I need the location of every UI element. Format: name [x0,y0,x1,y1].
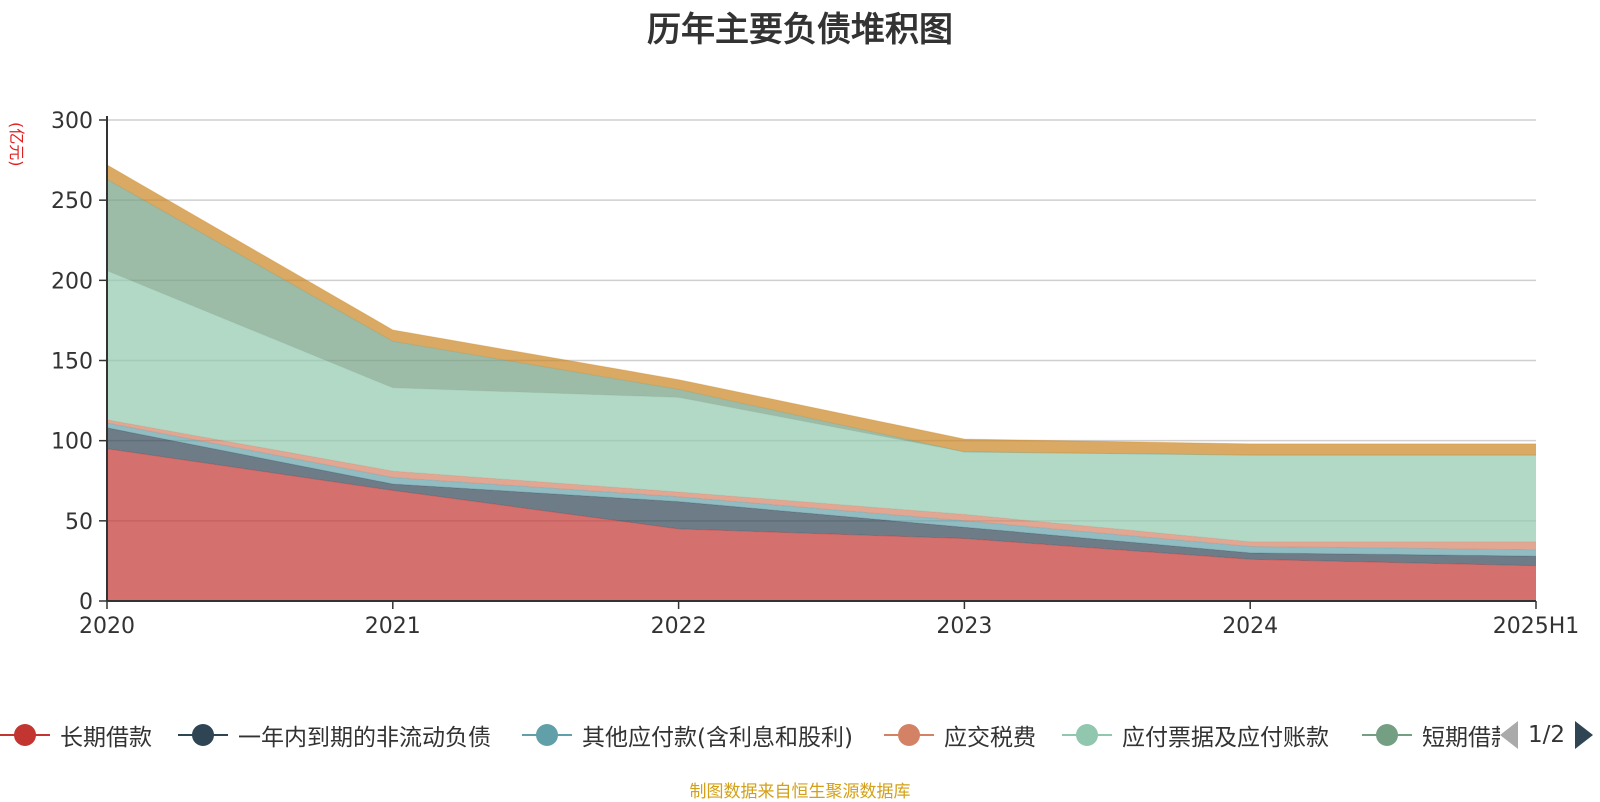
area-series-4[interactable] [107,270,1536,542]
x-tick-label: 2020 [79,614,135,639]
legend-pager: 1/2 [1500,717,1600,753]
legend-label: 一年内到期的非流动负债 [238,725,491,751]
area-series-0[interactable] [107,448,1536,601]
legend-label: 应交税费 [944,725,1036,751]
data-source-note: 制图数据来自恒生聚源数据库 [689,782,911,802]
legend-label: 长期借款 [60,725,152,751]
legend-marker-icon [1362,717,1412,753]
x-tick-label: 2025H1 [1493,614,1580,639]
legend-label: 短期借款 [1422,725,1514,751]
legend-item[interactable]: 应付票据及应付账款 [1062,717,1329,753]
y-tick-label: 200 [51,269,93,294]
legend-label: 其他应付款(含利息和股利) [582,725,853,751]
legend-page-indicator: 1/2 [1528,722,1566,748]
y-tick-label: 250 [51,189,93,214]
y-tick-label: 100 [51,430,93,455]
legend-marker-icon [178,717,228,753]
y-tick-label: 300 [51,109,93,134]
y-tick-label: 0 [79,590,93,615]
x-tick-label: 2022 [651,614,707,639]
next-page-icon[interactable] [1575,721,1594,749]
legend-label: 应付票据及应付账款 [1122,725,1329,751]
x-tick-label: 2021 [365,614,421,639]
y-tick-label: 150 [51,350,93,375]
x-tick-label: 2023 [936,614,992,639]
legend-item[interactable]: 一年内到期的非流动负债 [178,717,491,753]
legend: 长期借款 一年内到期的非流动负债 其他应付款(含利息和股利) 应交税费 应付票据及应付账… [0,717,1600,753]
legend-marker-icon [522,717,572,753]
area-series-5[interactable] [107,179,1536,456]
legend-item[interactable]: 其他应付款(含利息和股利) [522,717,853,753]
x-tick-label: 2024 [1222,614,1278,639]
legend-item[interactable]: 应交税费 [884,717,1036,753]
legend-item[interactable]: 长期借款 [0,717,152,753]
legend-item[interactable]: 短期借款 [1362,717,1514,753]
prev-page-icon[interactable] [1500,721,1518,749]
legend-marker-icon [1062,717,1112,753]
legend-marker-icon [884,717,934,753]
area-series-edge-6 [106,164,1536,445]
chart-title: 历年主要负债堆积图 [647,10,953,50]
y-axis-unit: (亿元) [7,122,26,167]
y-tick-label: 50 [65,510,93,535]
legend-marker-icon [0,717,50,753]
